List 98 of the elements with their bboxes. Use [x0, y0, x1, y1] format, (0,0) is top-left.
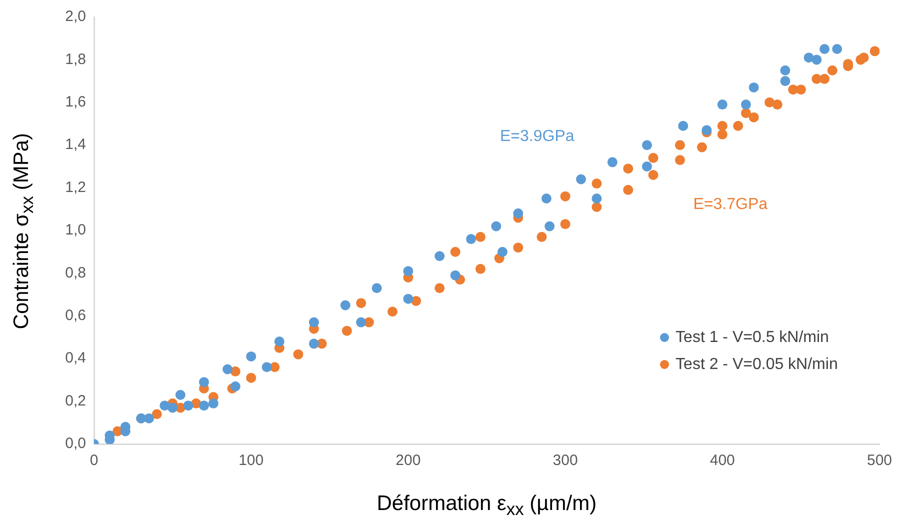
point — [832, 44, 842, 54]
x-tick-label: 400 — [710, 452, 735, 470]
point — [560, 219, 570, 230]
point — [198, 377, 209, 388]
y-tick-label: 1,2 — [65, 178, 86, 196]
y-tick-label: 0,2 — [65, 392, 86, 410]
point — [674, 155, 685, 166]
point — [175, 390, 186, 400]
y-tick-label: 1,8 — [65, 50, 86, 68]
point — [576, 174, 586, 184]
point — [144, 413, 154, 424]
point — [230, 381, 240, 392]
point — [403, 294, 414, 304]
point — [308, 338, 319, 349]
x-tick-label: 100 — [238, 452, 264, 470]
y-tick-label: 2,0 — [65, 8, 86, 26]
point — [434, 251, 445, 262]
point — [208, 398, 218, 408]
point — [491, 221, 502, 232]
point — [642, 161, 652, 172]
point — [536, 232, 547, 242]
point — [748, 112, 759, 122]
point — [274, 336, 284, 347]
x-tick-label: 0 — [90, 452, 98, 470]
point — [160, 400, 170, 411]
point — [340, 300, 350, 310]
point — [648, 152, 658, 163]
point — [513, 242, 524, 253]
y-tick-label: 0,6 — [65, 307, 86, 324]
point — [560, 191, 570, 202]
point — [780, 76, 790, 86]
point — [812, 54, 822, 65]
point — [342, 326, 352, 336]
annotation: E=3.9GPa — [500, 128, 574, 146]
annotation: E=3.7GPa — [693, 196, 768, 214]
point — [820, 44, 830, 54]
y-tick-label: 1,6 — [65, 94, 86, 111]
point — [796, 84, 806, 95]
point — [183, 400, 194, 411]
y-tick-label: 1,4 — [65, 136, 86, 154]
point — [648, 170, 658, 180]
point — [717, 129, 728, 140]
point — [356, 298, 366, 308]
x-tick-label: 200 — [396, 452, 421, 470]
point — [623, 164, 634, 174]
point — [696, 142, 707, 152]
y-tick-label: 0,4 — [65, 350, 86, 367]
x-axis-title: Déformation ε$_{xx}$ (µm/m) — [376, 492, 597, 520]
legend-label: Test 1 - V=0.5 kN/min — [676, 328, 829, 347]
point — [198, 400, 209, 411]
point — [387, 306, 398, 317]
point — [434, 283, 445, 294]
point — [717, 100, 728, 110]
point — [772, 100, 782, 110]
point — [764, 97, 775, 108]
point — [870, 46, 880, 56]
point — [293, 349, 304, 360]
point — [827, 65, 838, 76]
point — [717, 120, 728, 131]
y-tick-label: 1,0 — [65, 222, 86, 239]
x-tick-label: 500 — [866, 452, 892, 470]
point — [642, 140, 652, 150]
legend-label: Test 2 - V=0.05 kN/min — [676, 356, 838, 374]
point — [592, 178, 602, 189]
point — [623, 184, 634, 195]
point — [450, 246, 460, 257]
point — [856, 54, 866, 65]
point — [544, 221, 555, 232]
point — [740, 100, 751, 110]
point — [497, 246, 508, 257]
point — [168, 402, 178, 413]
point — [475, 232, 486, 242]
point — [592, 193, 602, 204]
point — [152, 409, 162, 420]
point — [450, 270, 460, 280]
point — [372, 283, 382, 294]
point — [246, 351, 256, 362]
y-tick-label: 0,0 — [65, 435, 86, 452]
point — [403, 266, 414, 276]
point — [308, 317, 319, 328]
point — [356, 317, 366, 328]
point — [592, 202, 602, 212]
point — [466, 234, 476, 244]
point — [607, 157, 618, 168]
point — [222, 364, 233, 374]
point — [246, 372, 256, 383]
point — [262, 362, 272, 372]
point — [674, 140, 685, 150]
point — [733, 120, 744, 131]
x-tick-label: 300 — [552, 452, 578, 470]
point — [513, 208, 524, 218]
point — [475, 264, 486, 274]
y-tick-label: 0,8 — [65, 264, 86, 282]
point — [678, 120, 688, 131]
point — [820, 74, 830, 84]
point — [541, 193, 552, 204]
point — [780, 65, 790, 76]
point — [748, 82, 759, 92]
